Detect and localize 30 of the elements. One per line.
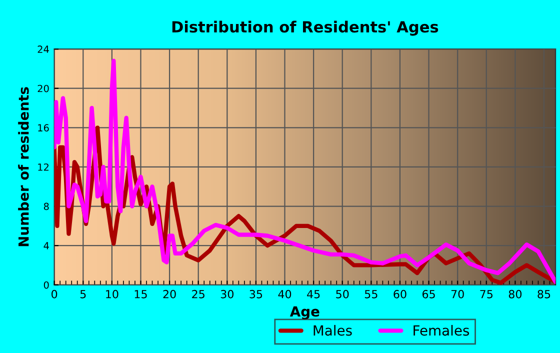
x-tick-label: 40: [278, 290, 292, 298]
x-axis-title: Age: [290, 306, 320, 320]
y-tick-label: 12: [38, 163, 48, 171]
x-tick-label: 65: [422, 290, 435, 298]
x-tick-label: 55: [364, 290, 378, 298]
x-tick-label: 45: [307, 290, 320, 298]
y-tick-label: 24: [38, 46, 49, 53]
legend-label: Females: [414, 324, 470, 336]
chart-title: Distribution of Residents' Ages: [172, 20, 438, 36]
legend-label: Males: [314, 324, 352, 336]
y-tick-label: 0: [44, 281, 49, 289]
x-tick-label: 0: [52, 290, 58, 298]
y-tick-label: 4: [44, 242, 49, 250]
x-tick-label: 35: [250, 290, 262, 298]
x-tick-label: 20: [163, 290, 176, 298]
x-tick-label: 80: [508, 290, 522, 298]
x-tick-label: 75: [480, 290, 492, 298]
x-tick-label: 60: [394, 290, 406, 298]
x-tick-label: 25: [192, 290, 204, 298]
y-tick-label: 8: [44, 202, 49, 210]
x-tick-label: 15: [134, 290, 147, 298]
y-tick-label: 20: [38, 84, 49, 92]
x-tick-label: 70: [451, 290, 464, 298]
y-axis-title: Number of residents: [18, 87, 29, 246]
x-tick-label: 5: [80, 290, 86, 298]
x-tick-label: 50: [336, 290, 349, 298]
y-tick-label: 16: [38, 124, 49, 132]
x-tick-label: 10: [106, 290, 118, 298]
x-tick-label: 30: [220, 290, 234, 298]
x-tick-label: 85: [538, 290, 550, 298]
